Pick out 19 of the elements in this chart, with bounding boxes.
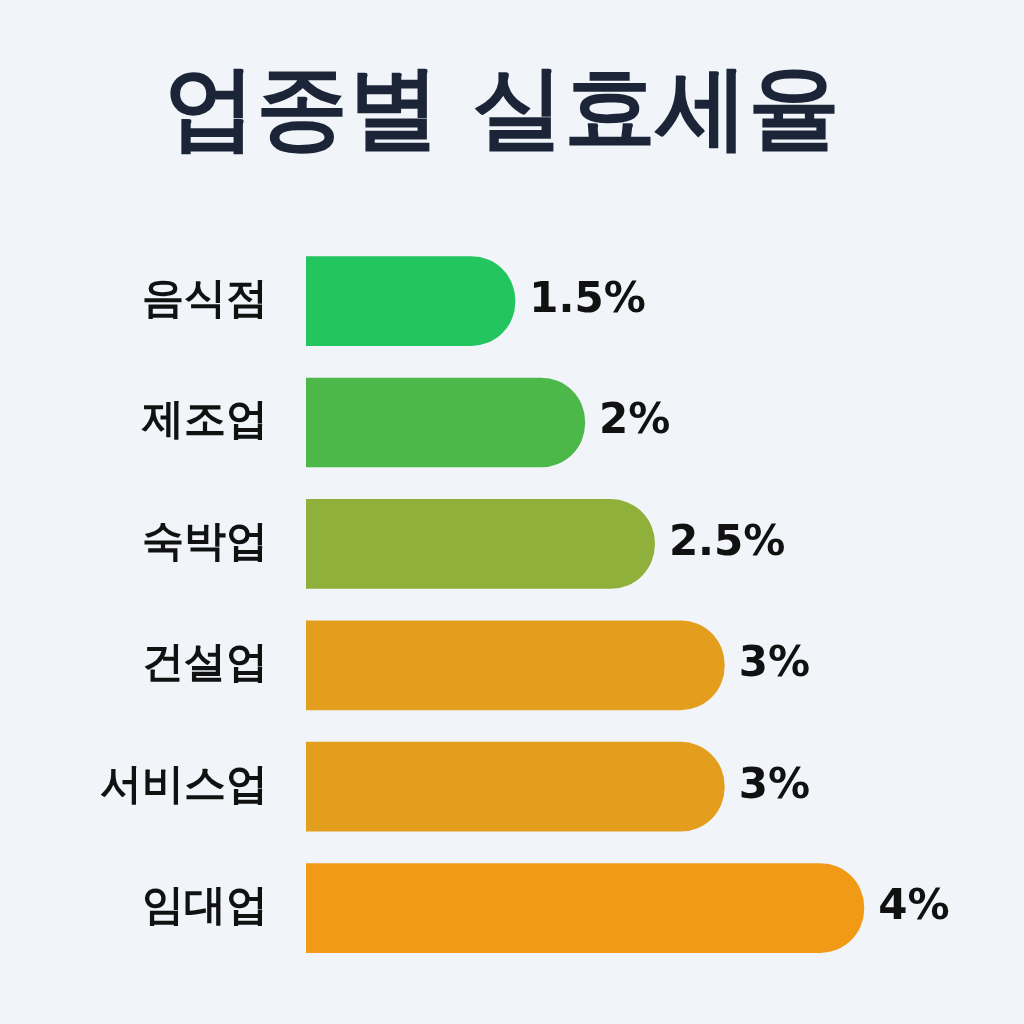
data-label: 2.5% [668, 515, 786, 565]
data-label: 3% [738, 758, 810, 808]
chart-title: 업종별 실효세율 [163, 54, 841, 162]
data-label: 2% [599, 394, 671, 444]
y-tick-label: 건설업 [142, 637, 268, 687]
y-tick-label: 임대업 [142, 880, 268, 930]
bar [306, 256, 516, 346]
data-label: 1.5% [529, 273, 646, 323]
y-tick-label: 제조업 [141, 394, 268, 444]
data-label: 4% [878, 880, 950, 930]
y-tick-label: 음식점 [142, 273, 268, 323]
bar [306, 741, 725, 832]
bar [306, 499, 655, 589]
data-label: 3% [738, 637, 810, 687]
y-tick-label: 숙박업 [142, 515, 268, 565]
y-tick-label: 서비스업 [100, 758, 268, 808]
bar [306, 377, 586, 468]
bar [306, 620, 725, 711]
bar [306, 863, 865, 953]
